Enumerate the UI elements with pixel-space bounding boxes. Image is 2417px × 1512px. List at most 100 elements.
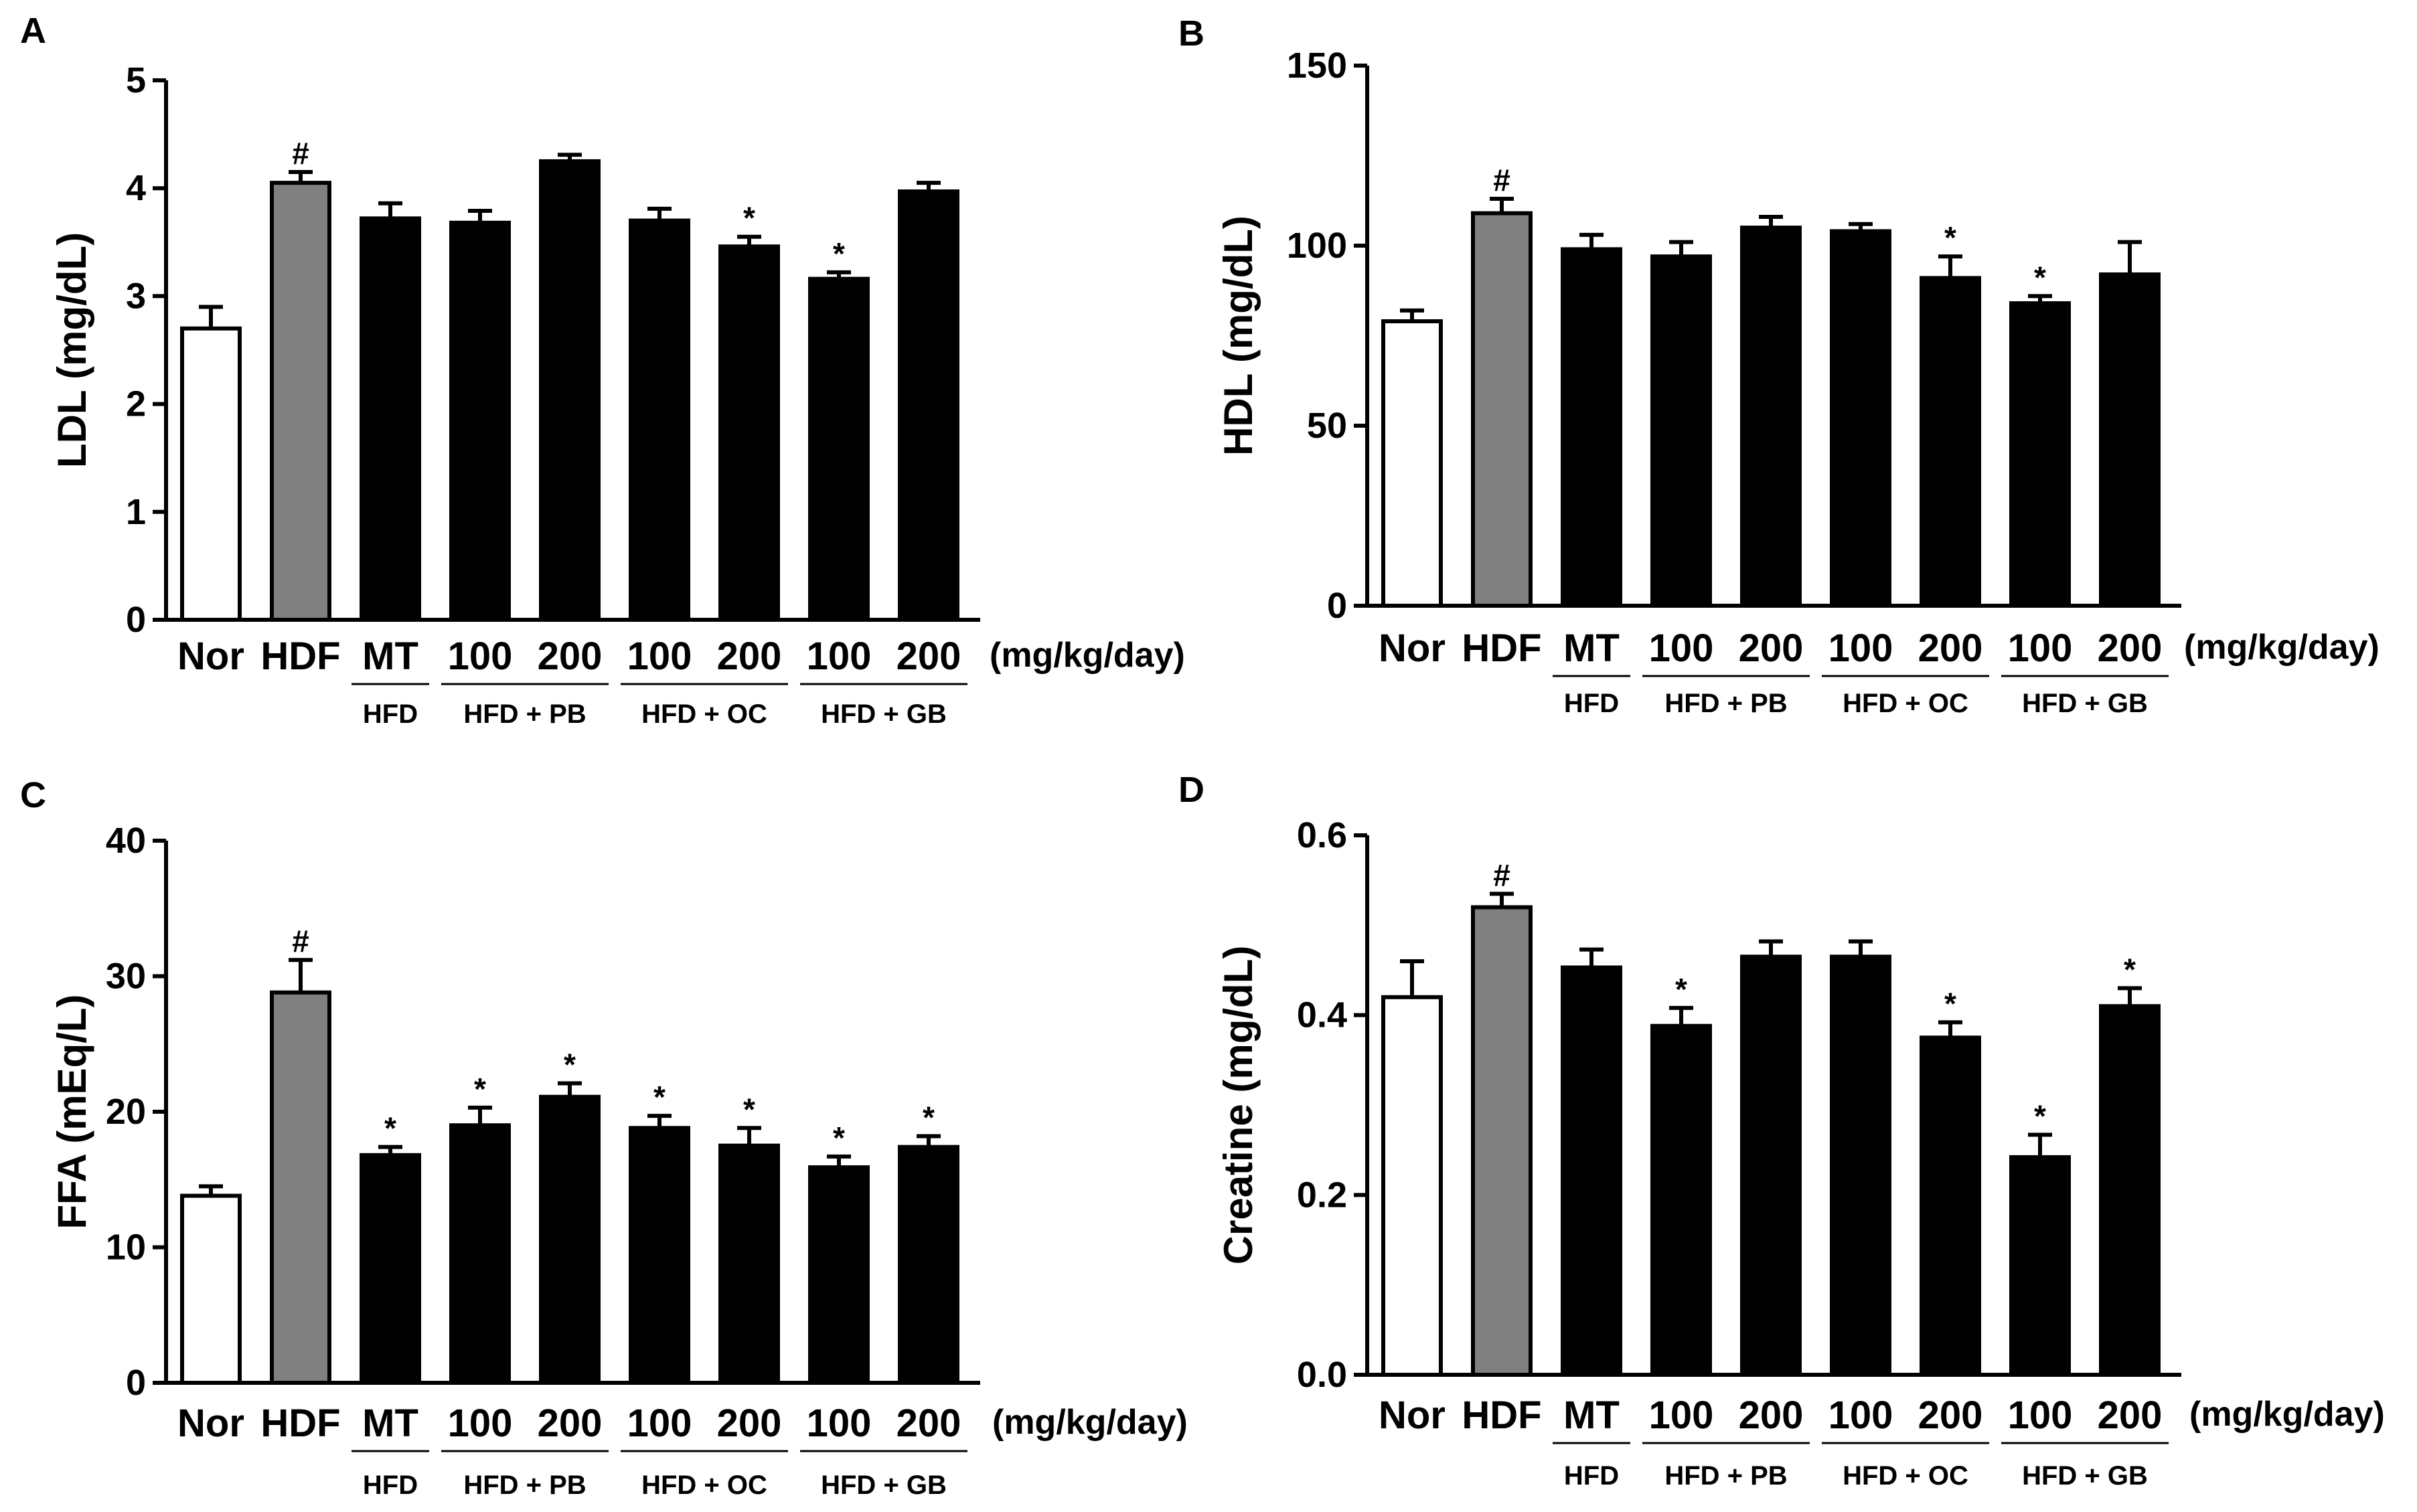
group-label: HFD	[363, 1471, 418, 1500]
group-label: HFD + PB	[463, 1471, 586, 1500]
x-category-label: Nor	[1379, 626, 1446, 670]
x-category-label: 100	[448, 635, 513, 678]
x-category-label: 200	[538, 1402, 603, 1445]
x-category-label: 200	[896, 635, 961, 678]
significance-mark: *	[2124, 952, 2136, 987]
bar	[898, 1145, 959, 1385]
significance-mark: #	[292, 924, 309, 958]
bar	[1740, 954, 1802, 1377]
bar	[1740, 226, 1802, 608]
group-label: HFD + PB	[1664, 1461, 1787, 1491]
panel-letter: A	[20, 11, 46, 51]
bar	[360, 216, 421, 622]
x-category-label: MT	[362, 635, 418, 678]
x-category-label: 200	[538, 635, 603, 678]
x-category-label: 200	[896, 1402, 961, 1445]
y-axis-title: FFA (mEq/L)	[50, 994, 94, 1229]
y-axis-title: Creatine (mg/dL)	[1216, 946, 1261, 1265]
significance-mark: #	[292, 136, 309, 171]
x-unit-label: (mg/kg/day)	[2189, 1395, 2385, 1434]
bar	[2009, 1155, 2071, 1377]
bar	[629, 1126, 690, 1385]
group-label: HFD + OC	[1843, 689, 1968, 718]
bar	[1920, 1035, 1981, 1377]
chart-panel-d: D 0.0 0.2 0.4 0.6 Creatine (mg/dL) Nor # HDF MT * 1…	[1178, 770, 2385, 1491]
bar	[539, 1094, 601, 1385]
bar	[629, 218, 690, 622]
y-tick-label: 30	[106, 956, 146, 997]
panel-letter: B	[1178, 13, 1204, 54]
group-label: HFD + OC	[641, 1471, 767, 1500]
bar	[270, 990, 331, 1385]
bar	[2099, 272, 2161, 608]
group-label: HFD	[363, 699, 418, 729]
x-category-label: MT	[362, 1402, 418, 1445]
group-label: HFD + GB	[2022, 1461, 2148, 1491]
significance-mark: *	[384, 1111, 396, 1146]
bar	[180, 326, 242, 622]
y-tick-label: 0.4	[1297, 995, 1347, 1035]
bar	[808, 276, 870, 622]
y-tick-label: 2	[126, 384, 146, 424]
x-category-label: 200	[717, 1402, 782, 1445]
y-tick-label: 50	[1307, 406, 1347, 446]
bar	[2009, 301, 2071, 608]
bar	[2099, 1004, 2161, 1377]
y-tick-label: 0	[1327, 586, 1347, 626]
chart-panel-a: A 0 1 2 3 4 5 LDL (mg/dL) Nor # HDF MT 100 200 100 * 200…	[20, 11, 1185, 729]
significance-mark: *	[2034, 260, 2046, 295]
x-category-label: 100	[807, 635, 872, 678]
x-category-label: 100	[1828, 626, 1893, 670]
significance-mark: *	[1675, 972, 1687, 1007]
y-tick-label: 10	[106, 1228, 146, 1268]
bar	[360, 1153, 421, 1385]
bar	[180, 1193, 242, 1385]
bar	[1561, 965, 1622, 1377]
y-tick-label: 4	[126, 168, 146, 208]
y-tick-label: 100	[1287, 226, 1347, 266]
x-category-label: 100	[807, 1402, 872, 1445]
group-label: HFD + GB	[821, 699, 947, 729]
x-category-label: 200	[1739, 1394, 1804, 1437]
significance-mark: *	[743, 201, 755, 236]
x-category-label: 200	[1918, 626, 1983, 670]
x-category-label: MT	[1563, 1394, 1620, 1437]
bar	[718, 244, 780, 622]
significance-mark: *	[923, 1100, 935, 1135]
y-tick-label: 0	[126, 1363, 146, 1403]
chart-panel-c: C 0 10 20 30 40 FFA (mEq/L) Nor # HDF * MT * 100 * 200 *…	[20, 775, 1188, 1500]
group-label: HFD	[1564, 689, 1619, 718]
x-category-label: 200	[2098, 1394, 2163, 1437]
y-axis-title: LDL (mg/dL)	[50, 232, 94, 468]
significance-mark: *	[1944, 220, 1956, 255]
group-label: HFD + GB	[821, 1471, 947, 1500]
significance-mark: *	[474, 1072, 486, 1106]
bar	[270, 181, 331, 622]
group-label: HFD	[1564, 1461, 1619, 1491]
x-category-label: Nor	[177, 635, 244, 678]
significance-mark: *	[743, 1092, 755, 1126]
y-tick-label: 0.2	[1297, 1175, 1347, 1215]
x-category-label: 200	[1918, 1394, 1983, 1437]
y-tick-label: 3	[126, 276, 146, 316]
significance-mark: *	[564, 1047, 576, 1082]
y-tick-label: 5	[126, 60, 146, 100]
x-category-label: 200	[717, 635, 782, 678]
bar	[1830, 229, 1891, 608]
bar	[539, 159, 601, 622]
panel-letter: D	[1178, 770, 1204, 810]
significance-mark: #	[1493, 857, 1510, 892]
significance-mark: *	[833, 1120, 845, 1155]
bar	[1471, 905, 1533, 1377]
y-tick-label: 0.6	[1297, 815, 1347, 855]
x-category-label: 100	[448, 1402, 513, 1445]
x-category-label: Nor	[1379, 1394, 1446, 1437]
x-unit-label: (mg/kg/day)	[990, 636, 1185, 675]
bar	[718, 1143, 780, 1385]
x-category-label: 200	[1739, 626, 1804, 670]
bar	[898, 189, 959, 622]
y-tick-label: 0.0	[1297, 1355, 1347, 1395]
significance-mark: *	[833, 236, 845, 271]
bar	[449, 1123, 511, 1385]
